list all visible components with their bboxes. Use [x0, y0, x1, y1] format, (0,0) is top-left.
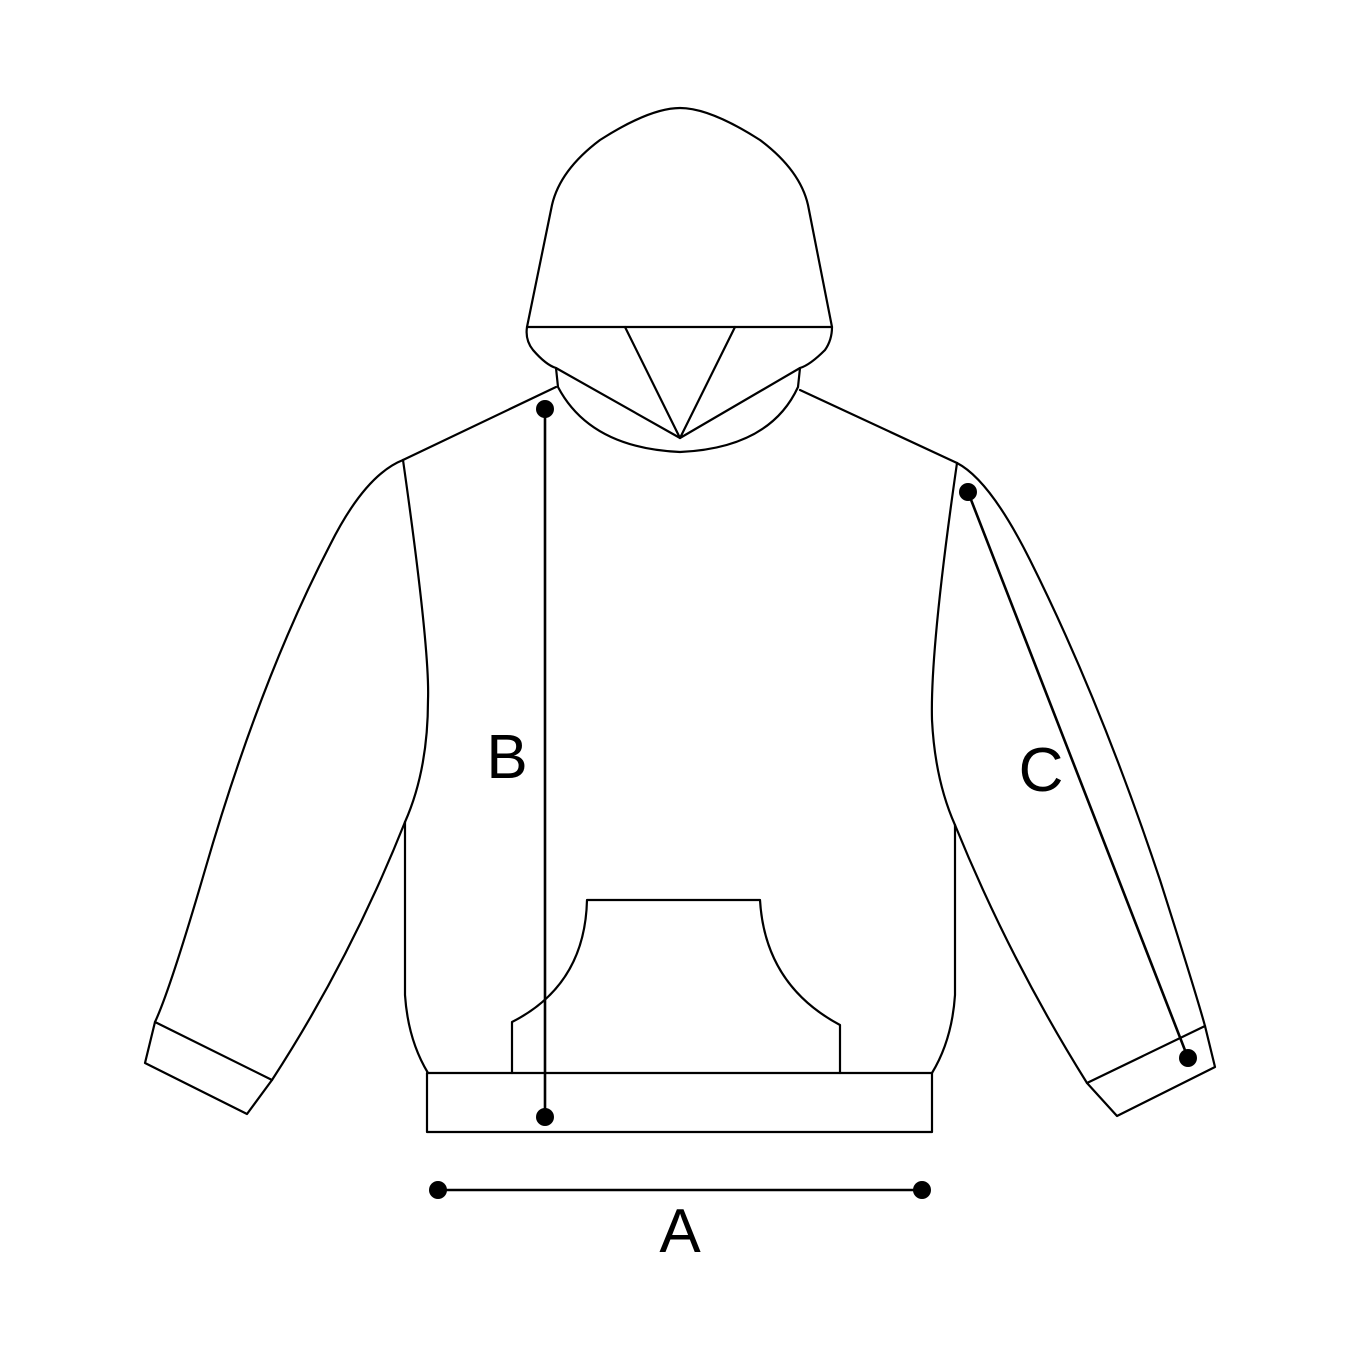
measure-label-b: B	[486, 723, 527, 792]
right-sleeve-outer	[955, 461, 1207, 1028]
measure-point-b-end	[536, 1108, 554, 1126]
right-armhole-seam	[930, 461, 959, 827]
kangaroo-pocket	[510, 898, 842, 1075]
right-sleeve-inner	[953, 823, 1089, 1085]
right-shoulder	[798, 388, 959, 465]
hood-inner-sides	[554, 366, 802, 440]
left-shoulder	[401, 385, 558, 462]
hoodie-outline	[143, 106, 1217, 1134]
measure-label-c: C	[1019, 736, 1064, 805]
right-cuff	[1085, 1024, 1217, 1118]
left-sleeve-inner	[270, 820, 407, 1082]
measure-point-c-end	[1179, 1049, 1197, 1067]
hood-outer	[525, 106, 834, 454]
measure-point-a-start	[429, 1181, 447, 1199]
left-armhole-seam	[401, 458, 430, 824]
body-right-side	[930, 823, 957, 1075]
measure-label-a: A	[659, 1197, 701, 1266]
body-left-side	[403, 820, 430, 1075]
measurement-b: B	[486, 400, 554, 1126]
measure-point-b-start	[536, 400, 554, 418]
left-sleeve-outer	[153, 458, 405, 1024]
measurement-a: A	[429, 1181, 931, 1266]
hood-inner-v	[623, 325, 737, 440]
measure-point-c-start	[959, 483, 977, 501]
measure-point-a-end	[913, 1181, 931, 1199]
waistband	[425, 1071, 934, 1134]
measurement-c: C	[959, 483, 1197, 1067]
left-cuff	[143, 1020, 274, 1116]
measure-line-c	[966, 491, 1190, 1059]
